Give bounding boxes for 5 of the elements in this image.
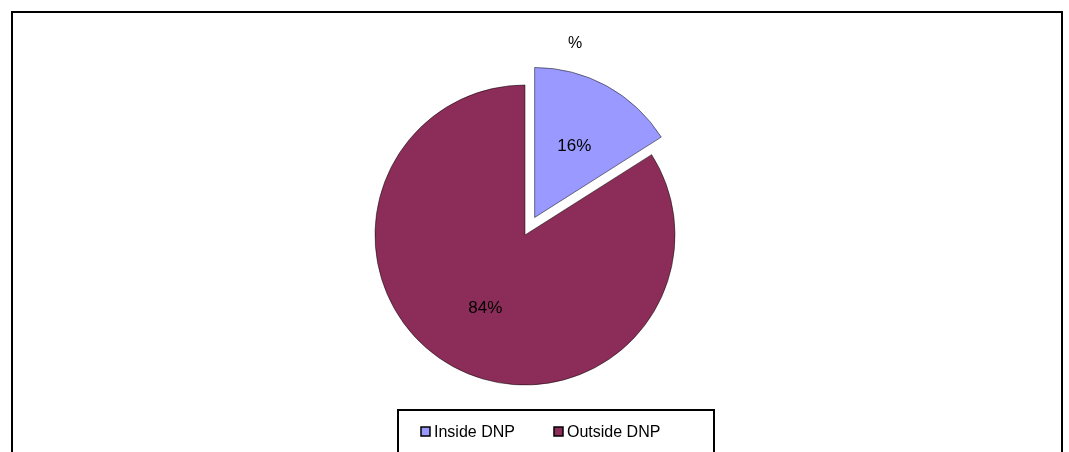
data-label: 84% xyxy=(468,298,503,318)
legend-label: Outside DNP xyxy=(567,423,661,440)
chart-title: % xyxy=(567,34,583,51)
data-label: 16% xyxy=(557,136,592,156)
legend-label: Inside DNP xyxy=(434,423,515,440)
